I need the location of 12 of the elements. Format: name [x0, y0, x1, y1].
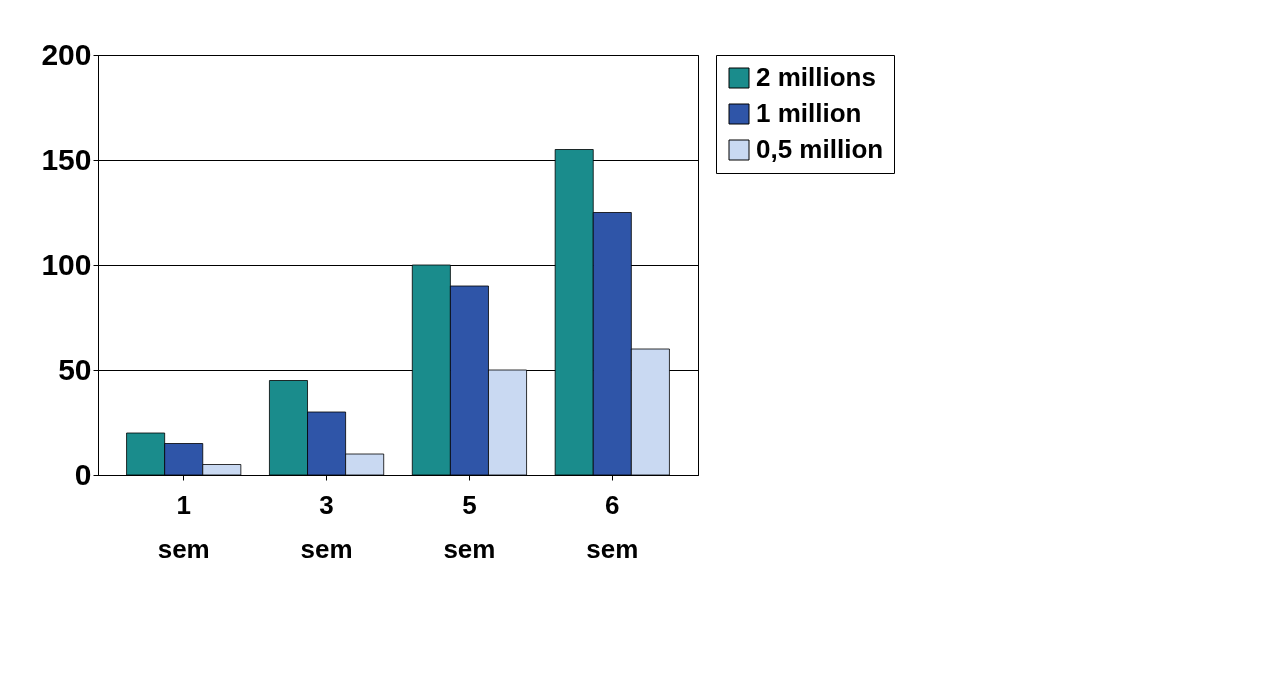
y-tick-label: 200: [41, 37, 92, 71]
legend-label: 0,5 million: [756, 134, 884, 164]
y-tick-label: 0: [74, 457, 92, 491]
legend-label: 1 million: [756, 98, 862, 128]
x-tick-label: 6 sem: [586, 489, 639, 564]
x-tick-label: 5 sem: [443, 489, 496, 564]
y-tick-label: 50: [58, 352, 92, 386]
legend-label: 2 millions: [756, 62, 876, 92]
x-tick-label: 3 sem: [300, 489, 353, 564]
y-tick-label: 150: [41, 142, 92, 176]
x-tick-label: 1 sem: [157, 489, 210, 564]
y-tick-label: 100: [41, 247, 92, 281]
